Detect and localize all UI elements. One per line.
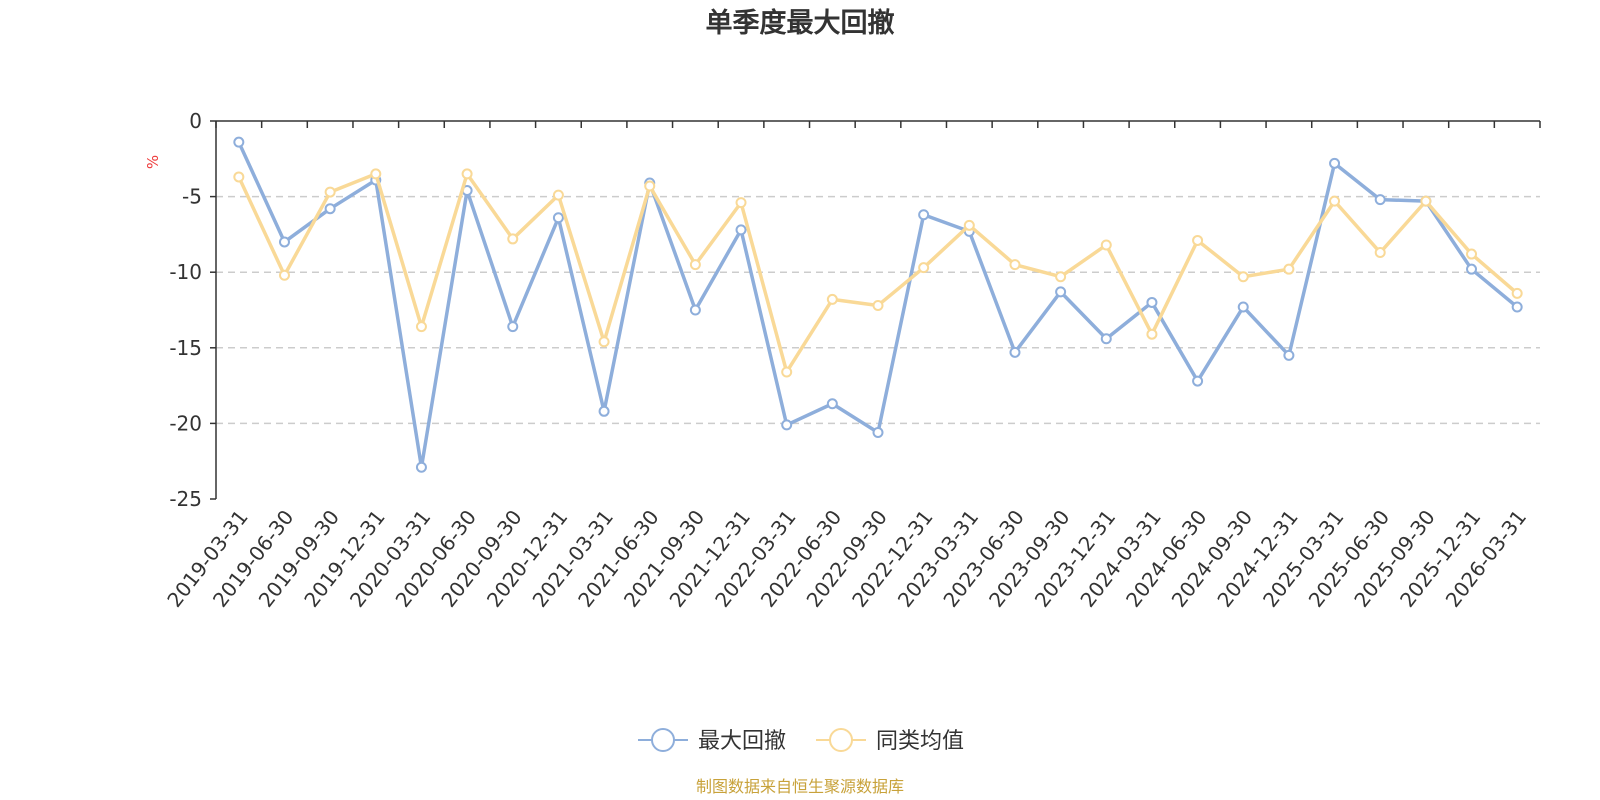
legend-label: 同类均值	[876, 729, 964, 754]
data-point[interactable]	[598, 405, 610, 417]
data-point[interactable]	[507, 233, 519, 245]
legend-label: 最大回撤	[698, 729, 786, 754]
data-point[interactable]	[1329, 195, 1341, 207]
y-tick-label: -25	[169, 487, 202, 511]
data-point[interactable]	[1420, 195, 1432, 207]
data-point[interactable]	[689, 304, 701, 316]
data-point[interactable]	[781, 366, 793, 378]
data-point[interactable]	[781, 419, 793, 431]
data-point[interactable]	[324, 203, 336, 215]
y-tick-label: -20	[169, 411, 202, 435]
data-point[interactable]	[278, 236, 290, 248]
data-point[interactable]	[233, 171, 245, 183]
legend-marker-icon	[651, 728, 675, 752]
data-point[interactable]	[1466, 263, 1478, 275]
chart-title: 单季度最大回撤	[706, 7, 895, 39]
data-point[interactable]	[1009, 259, 1021, 271]
data-point[interactable]	[278, 269, 290, 281]
data-point[interactable]	[552, 212, 564, 224]
data-point[interactable]	[598, 336, 610, 348]
data-point[interactable]	[1055, 271, 1067, 283]
data-point[interactable]	[1100, 239, 1112, 251]
y-tick-label: -15	[169, 336, 202, 360]
data-point[interactable]	[872, 426, 884, 438]
data-point[interactable]	[826, 398, 838, 410]
data-point[interactable]	[1466, 248, 1478, 260]
data-point[interactable]	[1146, 296, 1158, 308]
data-point[interactable]	[644, 180, 656, 192]
data-point[interactable]	[918, 209, 930, 221]
data-point[interactable]	[1192, 234, 1204, 246]
data-point[interactable]	[963, 219, 975, 231]
data-point[interactable]	[461, 168, 473, 180]
data-point[interactable]	[1374, 247, 1386, 259]
data-point[interactable]	[324, 186, 336, 198]
data-point[interactable]	[872, 299, 884, 311]
data-point[interactable]	[735, 224, 747, 236]
data-point[interactable]	[1146, 328, 1158, 340]
data-point[interactable]	[826, 293, 838, 305]
data-point[interactable]	[1192, 375, 1204, 387]
source-note: 制图数据来自恒生聚源数据库	[696, 777, 904, 796]
data-point[interactable]	[1511, 301, 1523, 313]
data-point[interactable]	[1511, 287, 1523, 299]
legend[interactable]: 最大回撤 同类均值	[638, 728, 964, 754]
y-axis-unit-label: %	[144, 155, 162, 169]
data-point[interactable]	[1237, 271, 1249, 283]
legend-marker-icon	[829, 728, 853, 752]
data-point[interactable]	[1374, 194, 1386, 206]
data-point[interactable]	[552, 189, 564, 201]
data-point[interactable]	[735, 197, 747, 209]
series-lines	[233, 136, 1523, 473]
data-point[interactable]	[1055, 286, 1067, 298]
data-point[interactable]	[233, 136, 245, 148]
data-point[interactable]	[1237, 301, 1249, 313]
data-point[interactable]	[1100, 333, 1112, 345]
legend-item-1[interactable]: 最大回撤	[638, 728, 786, 754]
data-point[interactable]	[1009, 346, 1021, 358]
data-point[interactable]	[689, 259, 701, 271]
data-point[interactable]	[370, 168, 382, 180]
legend-item-2[interactable]: 同类均值	[816, 728, 964, 754]
data-point[interactable]	[918, 262, 930, 274]
data-point[interactable]	[1329, 157, 1341, 169]
y-tick-label: -10	[169, 260, 202, 284]
series-2	[233, 168, 1523, 378]
data-point[interactable]	[1283, 349, 1295, 361]
y-tick-label: -5	[182, 185, 202, 209]
data-point[interactable]	[507, 321, 519, 333]
data-point[interactable]	[415, 461, 427, 473]
data-point[interactable]	[1283, 263, 1295, 275]
data-point[interactable]	[415, 321, 427, 333]
y-tick-label: 0	[189, 109, 202, 133]
